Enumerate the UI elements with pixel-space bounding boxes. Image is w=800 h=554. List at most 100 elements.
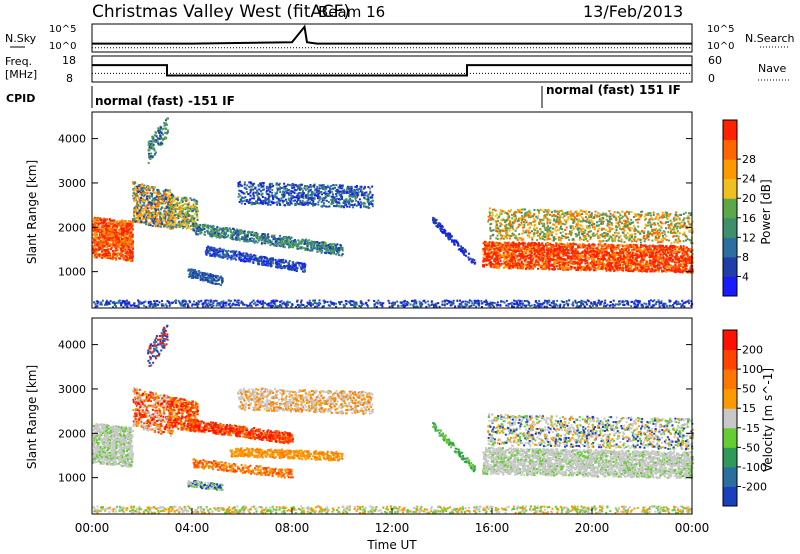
heatmap-cell [159,217,162,220]
heatmap-cell [108,245,111,248]
heatmap-cell [243,235,246,238]
heatmap-cell [296,261,299,264]
heatmap-cell [127,229,130,232]
heatmap-cell [210,230,213,233]
heatmap-cell [129,231,132,234]
heatmap-cell [153,191,156,194]
heatmap-cell [215,229,218,232]
heatmap-cell [154,203,157,206]
heatmap-cell [169,216,172,219]
heatmap-cell [271,188,274,191]
heatmap-cell [294,240,297,243]
heatmap-cell [217,234,220,237]
heatmap-cell [167,209,170,212]
heatmap-cell [118,246,121,249]
heatmap-cell [335,253,338,256]
heatmap-cell [97,236,100,239]
heatmap-cell [286,183,289,186]
heatmap-cell [229,230,232,233]
heatmap-cell [213,278,216,281]
heatmap-cell [247,200,250,203]
heatmap-cell [103,229,106,232]
heatmap-cell [322,187,325,190]
heatmap-cell [136,220,139,223]
heatmap-cell [162,138,165,141]
heatmap-cell [279,203,282,206]
heatmap-cell [110,221,113,224]
freq-panel-frame [91,55,693,83]
heatmap-cell [157,219,160,222]
heatmap-cell [247,240,250,243]
heatmap-cell [305,238,308,241]
heatmap-cell [292,245,295,248]
heatmap-cell [198,225,201,228]
heatmap-cell [333,196,336,199]
heatmap-cell [118,236,121,239]
heatmap-cell [232,233,235,236]
heatmap-cell [278,244,281,247]
heatmap-cell [195,231,198,234]
heatmap-cell [449,237,452,240]
heatmap-cell [129,259,132,262]
heatmap-cell [131,256,134,259]
heatmap-cell [338,205,341,208]
heatmap-cell [102,217,105,220]
heatmap-cell [99,243,102,246]
heatmap-cell [142,213,145,216]
heatmap-cell [121,219,124,222]
heatmap-cell [172,194,175,197]
heatmap-cell [287,236,290,239]
heatmap-cell [288,183,291,186]
heatmap-cell [126,244,129,247]
heatmap-cell [329,247,332,250]
heatmap-cell [275,192,278,195]
heatmap-cell [214,282,217,285]
heatmap-cell [307,203,310,206]
heatmap-cell [317,250,320,253]
heatmap-cell [97,245,100,248]
heatmap-cell [206,251,209,254]
heatmap-cell [107,222,110,225]
heatmap-cell [164,119,167,122]
heatmap-cell [316,244,319,247]
heatmap-cell [126,253,129,256]
heatmap-cell [238,252,241,255]
heatmap-cell [150,155,153,158]
heatmap-cell [242,200,245,203]
heatmap-cell [116,252,119,255]
heatmap-cell [151,199,154,202]
heatmap-cell [308,248,311,251]
heatmap-cell [157,142,160,145]
heatmap-cell [96,254,99,257]
heatmap-cell [149,213,152,216]
heatmap-cell [166,131,169,134]
heatmap-cell [92,223,95,226]
heatmap-cell [191,210,194,213]
heatmap-cell [210,254,213,257]
heatmap-cell [140,221,143,224]
heatmap-cell [153,134,156,137]
heatmap-cell [147,149,150,152]
heatmap-cell [302,203,305,206]
heatmap-cell [121,222,124,225]
heatmap-cell [173,219,176,222]
heatmap-cell [320,190,323,193]
heatmap-cell [124,259,127,262]
heatmap-cell [207,276,210,279]
heatmap-cell [151,138,154,141]
heatmap-cell [337,247,340,250]
heatmap-cell [226,254,229,257]
heatmap-cell [148,156,151,159]
heatmap-cell [97,230,100,233]
heatmap-cell [204,223,207,226]
heatmap-cell [107,241,110,244]
heatmap-cell [310,197,313,200]
heatmap-cell [358,202,361,205]
heatmap-cell [169,221,172,224]
heatmap-cell [245,260,248,263]
heatmap-cell [332,248,335,251]
heatmap-cell [131,240,134,243]
heatmap-cell [127,220,130,223]
heatmap-cell [340,186,343,189]
